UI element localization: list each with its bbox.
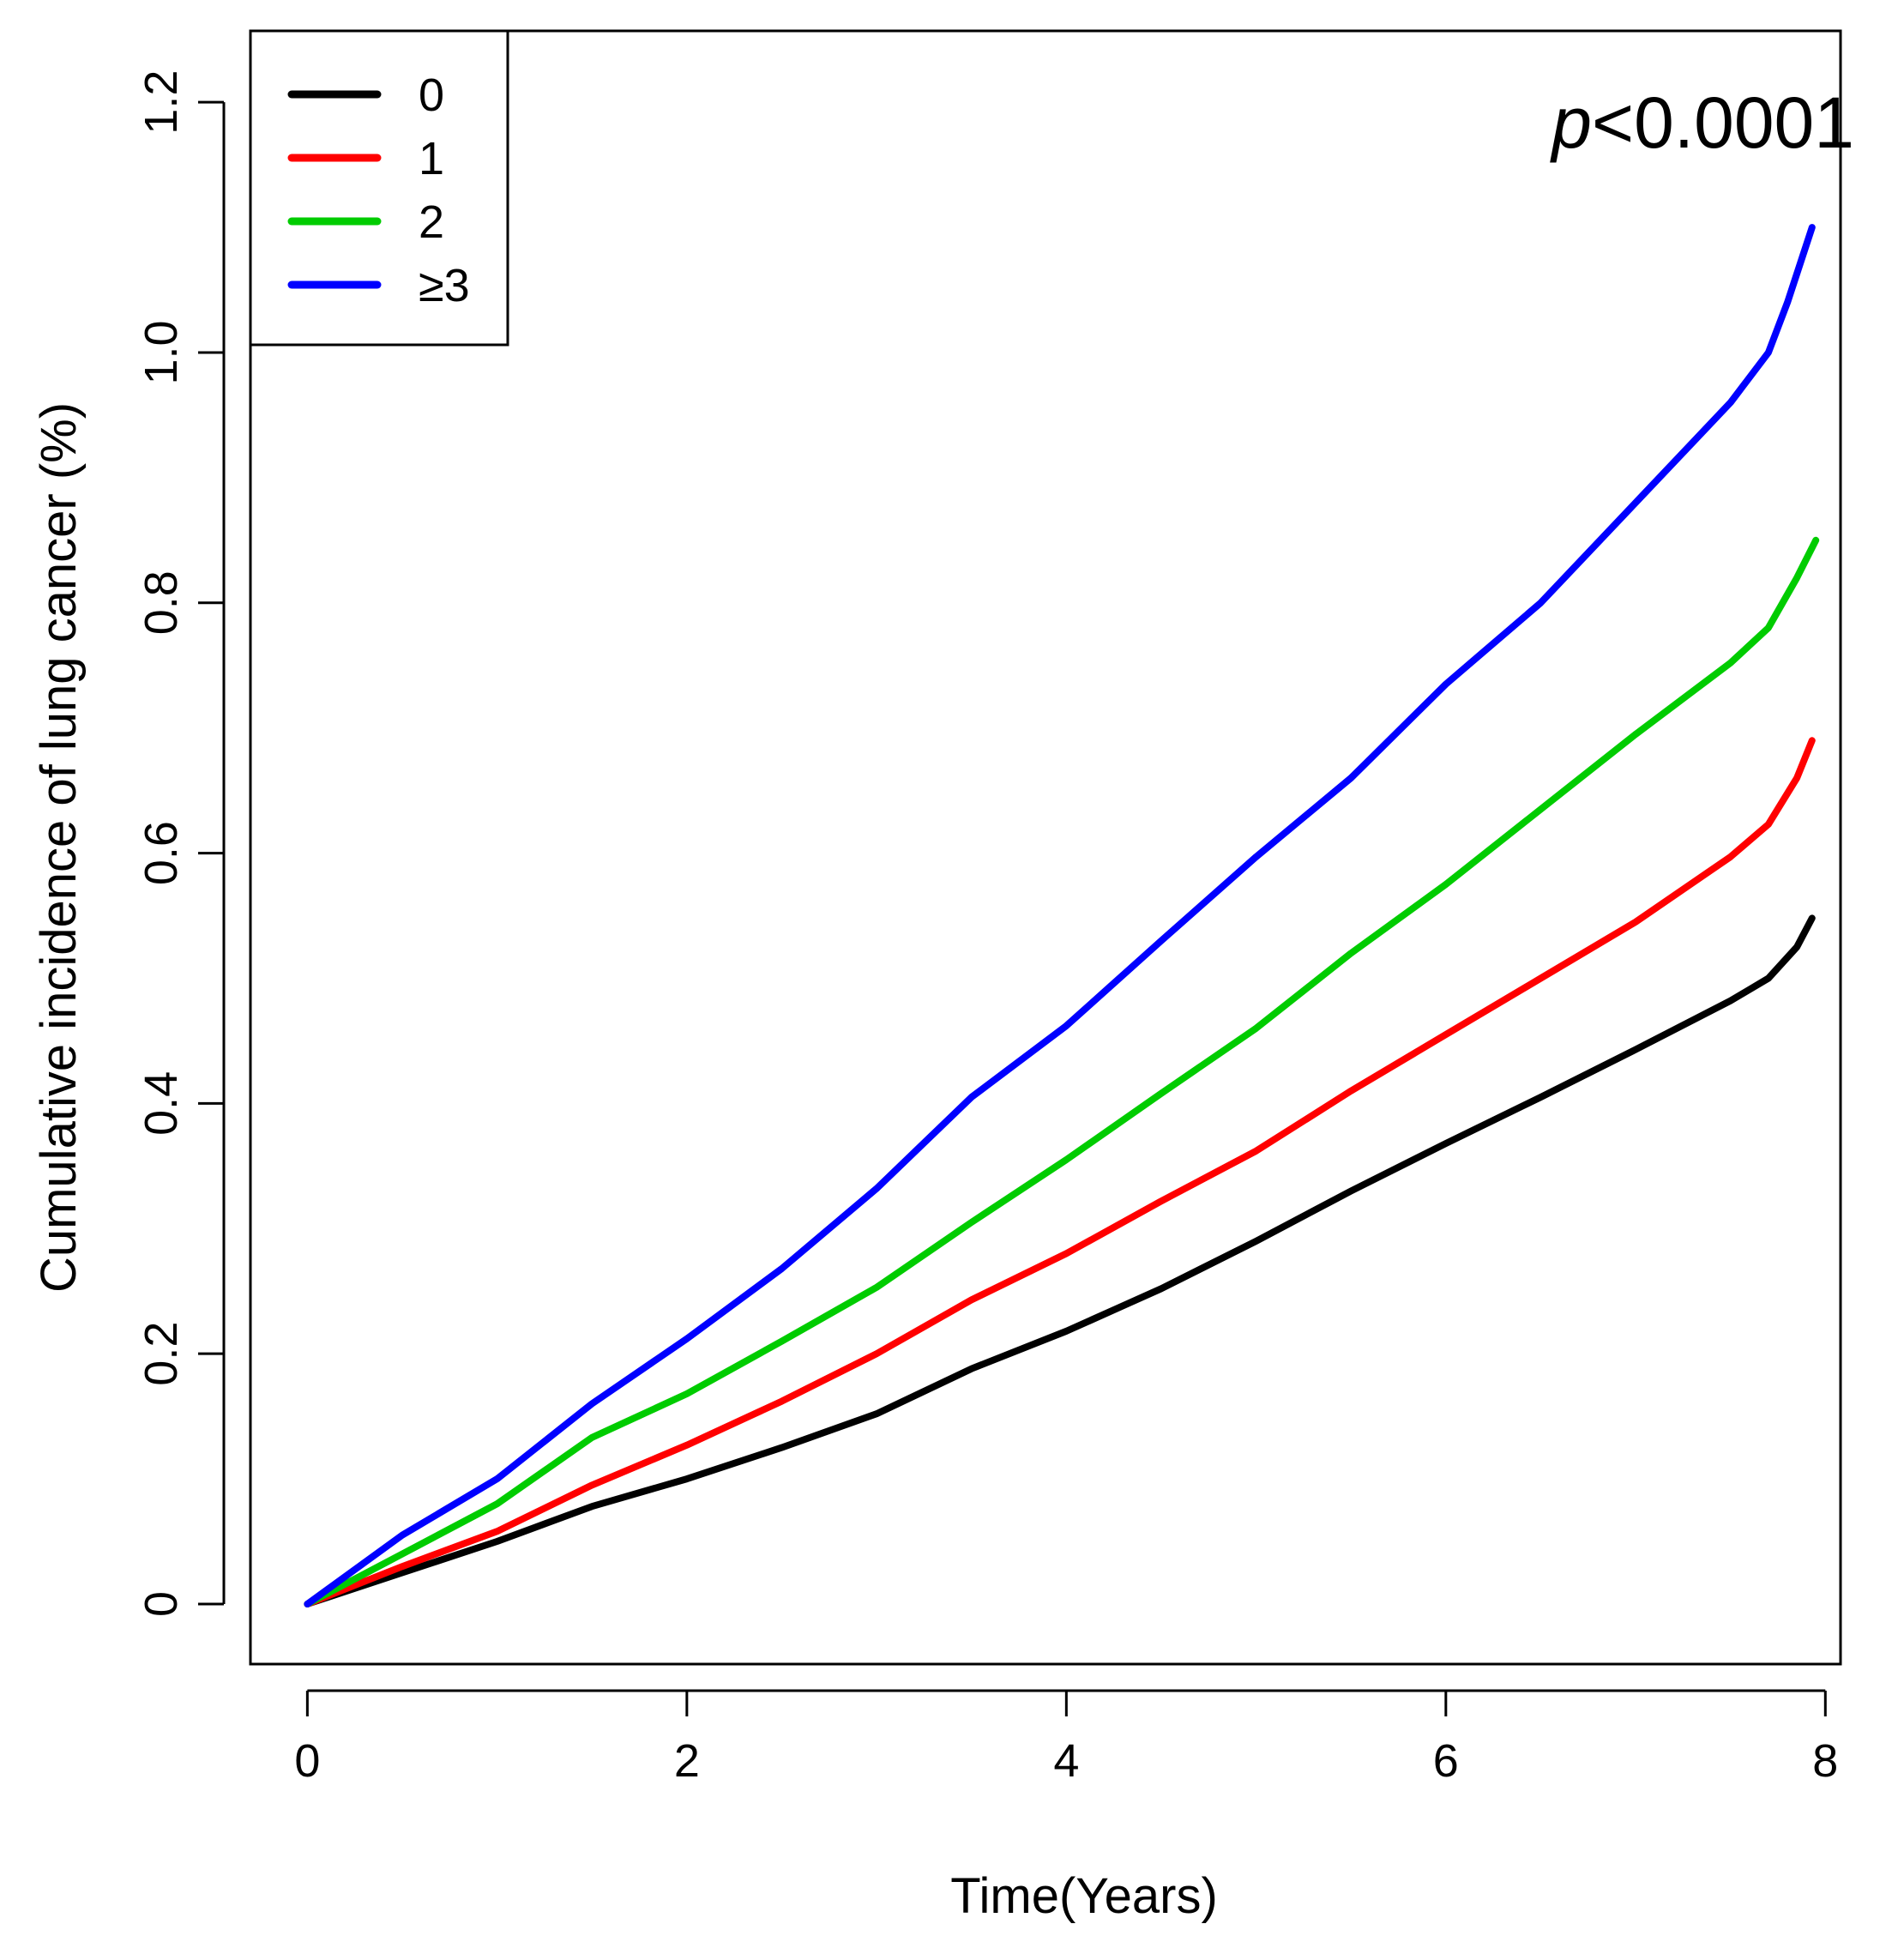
p-value-symbol: p <box>1549 82 1592 163</box>
x-tick-label: 2 <box>674 1735 700 1787</box>
x-tick-label: 0 <box>294 1735 320 1787</box>
y-axis: 0 0.2 0.4 0.6 0.8 1.0 1.2 <box>136 70 226 1617</box>
x-tick-label: 8 <box>1812 1735 1838 1787</box>
legend-label: 2 <box>419 196 444 248</box>
series-line-≥3 <box>304 224 1816 1607</box>
legend-label: 1 <box>419 133 444 184</box>
legend-box <box>249 29 509 347</box>
y-axis-title: Cumulative incidence of lung cancer (%) <box>31 402 87 1293</box>
x-axis-title: Time(Years) <box>950 1868 1218 1924</box>
y-tick-label: 0.8 <box>136 570 187 635</box>
y-tick-label: 0.6 <box>136 821 187 885</box>
legend-label: 0 <box>419 69 444 121</box>
x-axis: 0 2 4 6 8 <box>294 1689 1838 1787</box>
plot-frame <box>249 29 1842 1666</box>
x-tick-label: 4 <box>1053 1735 1079 1787</box>
series-line-2 <box>304 536 1820 1607</box>
y-tick-label: 0.2 <box>136 1322 187 1386</box>
p-value-text: <0.0001 <box>1592 82 1854 163</box>
series-layer <box>304 224 1820 1607</box>
legend: 0 1 2 ≥3 <box>249 29 509 347</box>
y-tick-label: 1.2 <box>136 70 187 135</box>
p-value-annotation: p<0.0001 <box>1549 82 1854 163</box>
x-tick-label: 6 <box>1433 1735 1459 1787</box>
series-line-0 <box>304 914 1816 1607</box>
y-tick-label: 0 <box>136 1591 187 1617</box>
legend-label: ≥3 <box>419 260 470 311</box>
y-tick-label: 1.0 <box>136 320 187 384</box>
series-line-1 <box>304 737 1816 1607</box>
y-tick-label: 0.4 <box>136 1071 187 1136</box>
